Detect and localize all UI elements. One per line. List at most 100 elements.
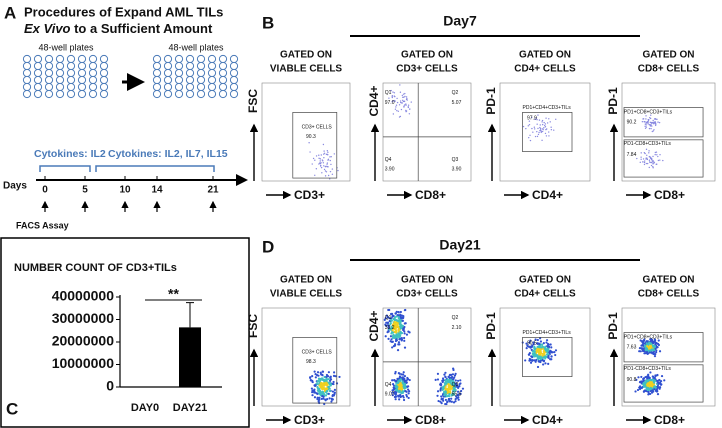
event-dot [546, 349, 550, 352]
event-dot [525, 346, 528, 350]
event-dot [318, 154, 320, 156]
event-dot [308, 142, 310, 144]
event-dot [541, 347, 545, 350]
event-dot [536, 338, 539, 342]
event-dot [545, 128, 547, 131]
event-dot [651, 378, 655, 381]
plot-header: GATED ON [642, 50, 694, 61]
event-dot [388, 317, 391, 320]
well [207, 89, 217, 99]
event-dot [444, 379, 447, 382]
event-dot [550, 346, 553, 349]
event-dot [436, 378, 440, 381]
event-dot [323, 168, 326, 171]
plot-header: CD8+ CELLS [638, 64, 700, 75]
well [88, 54, 98, 64]
event-dot [311, 380, 314, 384]
event-dot [331, 390, 335, 393]
event-dot [646, 158, 649, 161]
event-dot [449, 378, 452, 381]
event-dot [646, 344, 649, 348]
event-dot [398, 104, 401, 106]
event-dot [439, 384, 443, 387]
event-dot [656, 392, 660, 396]
event-dot [403, 100, 406, 103]
well [229, 54, 239, 64]
event-dot [398, 320, 401, 323]
event-dot [641, 120, 644, 123]
event-dot [327, 159, 329, 161]
event-dot [659, 381, 662, 384]
well [185, 75, 195, 85]
event-dot [539, 360, 542, 364]
well [163, 68, 173, 78]
well [33, 54, 43, 64]
event-dot [326, 153, 329, 156]
gate [623, 332, 704, 363]
event-dot [326, 375, 330, 378]
event-dot [393, 336, 396, 339]
y-axis-label: PD-1 [606, 87, 620, 115]
event-dot [450, 397, 453, 400]
event-dot [538, 352, 542, 355]
event-dot [395, 319, 398, 322]
event-dot [529, 134, 531, 136]
event-dot [538, 342, 541, 346]
event-dot [328, 387, 331, 390]
event-dot [399, 84, 401, 86]
event-dot [324, 398, 327, 401]
event-dot [391, 314, 394, 317]
event-dot [394, 322, 397, 325]
event-dot [310, 387, 313, 390]
event-dot [642, 340, 645, 343]
event-dot [330, 400, 333, 403]
event-dot [551, 351, 554, 354]
gate-label: Q4 [385, 157, 392, 163]
event-dot [338, 375, 341, 379]
event-dot [444, 371, 447, 374]
event-dot [402, 99, 404, 102]
event-dot [391, 100, 393, 103]
event-dot [644, 379, 648, 382]
well [44, 68, 54, 78]
gate [292, 337, 338, 404]
event-dot [408, 390, 411, 393]
event-dot [532, 131, 534, 133]
event-dot [322, 383, 326, 386]
event-dot [318, 380, 321, 383]
well [163, 75, 173, 85]
gate [522, 112, 573, 152]
event-dot [436, 390, 440, 393]
gate-label: PD1+CD8+CD3+TILs [624, 110, 673, 116]
event-dot [528, 357, 531, 361]
event-dot [392, 384, 396, 387]
event-dot [547, 362, 550, 365]
event-dot [386, 322, 389, 325]
event-dot [645, 375, 649, 378]
event-dot [643, 163, 646, 166]
event-dot [649, 117, 652, 120]
event-dot [395, 104, 398, 106]
event-dot [322, 386, 325, 389]
event-dot [648, 124, 651, 126]
event-dot [544, 123, 547, 125]
cytokine-label: Cytokines: IL2, IL7, IL15 [108, 148, 228, 160]
event-dot [324, 388, 328, 391]
event-dot [402, 396, 405, 399]
x-tick-label: DAY21 [173, 402, 207, 414]
plot-header: CD8+ CELLS [638, 289, 700, 300]
well [229, 61, 239, 71]
event-dot [650, 121, 652, 124]
event-dot [654, 374, 657, 378]
event-dot [388, 308, 391, 312]
event-dot [402, 93, 405, 95]
event-dot [452, 378, 455, 381]
event-dot [402, 96, 404, 98]
well [55, 54, 65, 64]
event-dot [394, 395, 398, 398]
plot-frame [499, 307, 591, 407]
event-dot [541, 123, 544, 126]
event-dot [645, 115, 647, 117]
event-dot [337, 169, 339, 172]
